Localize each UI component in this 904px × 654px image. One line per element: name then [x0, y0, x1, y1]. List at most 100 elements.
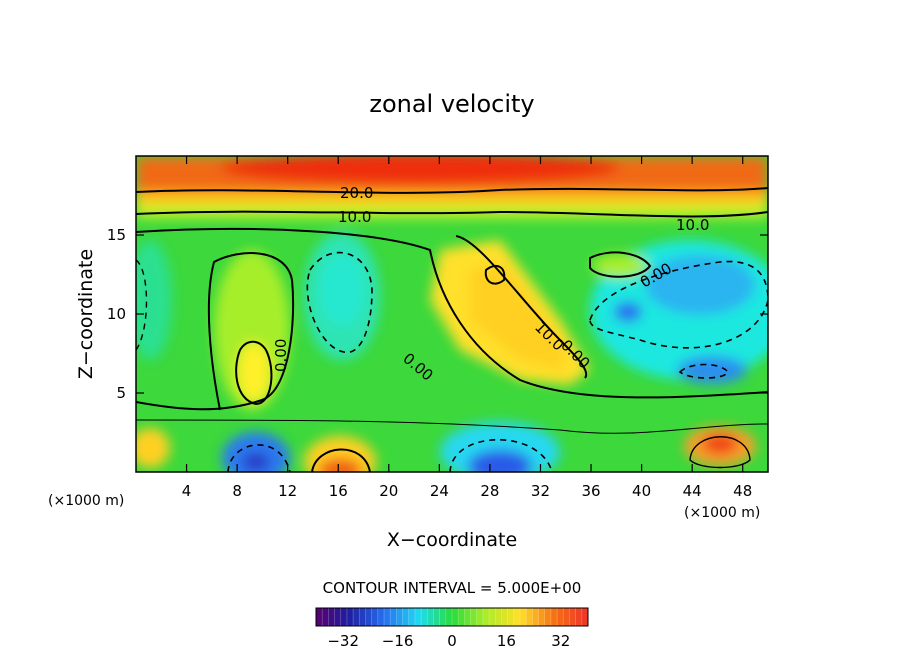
bottom-pos-core: [318, 458, 362, 472]
bottom-pos-cell: [304, 436, 376, 472]
right-neg-core: [645, 255, 755, 315]
colorbar-segment-1: [322, 608, 329, 626]
colorbar: −32 −16 0 16 32: [315, 607, 589, 650]
colorbar-tick-label-4: 32: [551, 632, 570, 650]
colorbar-segment-25: [470, 608, 478, 626]
contour-10-left-core: [235, 340, 273, 406]
x-unit-right: (×1000 m): [684, 505, 760, 521]
colorbar-segment-34: [526, 608, 533, 626]
colorbar-segment-2: [328, 608, 335, 626]
left-neg-cell: [136, 240, 172, 360]
colorbar-tick-label-3: 16: [497, 632, 516, 650]
colorbar-segment-40: [563, 608, 570, 626]
colorbar-segment-43: [581, 608, 589, 626]
x-tick-label-8: 36: [581, 482, 600, 500]
contour-label-10b: 10.0: [676, 216, 709, 234]
colorbar-segment-9: [371, 608, 379, 626]
colorbar-segment-35: [532, 608, 539, 626]
colorbar-segment-19: [433, 608, 440, 626]
contour-neg5-mid: [306, 251, 373, 354]
y-tick-label-0: 5: [116, 384, 126, 402]
colorbar-segment-24: [464, 608, 471, 626]
contour-neg5-bottom-a: [227, 444, 291, 472]
colorbar-segment-27: [482, 608, 490, 626]
colorbar-segment-41: [569, 608, 576, 626]
colorbar-segment-36: [538, 608, 546, 626]
colorbar-segment-13: [396, 608, 403, 626]
colorbar-segment-16: [414, 608, 422, 626]
chart-title: zonal velocity: [369, 90, 534, 118]
colorbar-segment-14: [402, 608, 410, 626]
x-tick-label-7: 32: [531, 482, 550, 500]
contour-10-diagonal: [455, 235, 588, 379]
contour-0-left: [136, 252, 295, 411]
colorbar-segment-17: [421, 608, 428, 626]
right-neg-spot: [614, 302, 642, 322]
colorbar-segment-20: [439, 608, 447, 626]
colorbar-segment-31: [507, 608, 515, 626]
jet-core: [220, 156, 620, 184]
x-tick-label-4: 20: [379, 482, 398, 500]
right-neg-lower: [677, 356, 747, 384]
colorbar-segment-5: [346, 608, 354, 626]
colorbar-segment-10: [377, 608, 385, 626]
contour-0-right-patch: [589, 251, 652, 278]
colorbar-segment-11: [384, 608, 391, 626]
colorbar-segment-29: [495, 608, 502, 626]
contour-0-main: [136, 227, 768, 399]
bottom-neg-cell-b: [440, 422, 560, 472]
y-tick-label-1: 10: [107, 305, 126, 323]
contour-neg10-right: [678, 363, 729, 379]
contour-interval-note: CONTOUR INTERVAL = 5.000E+00: [323, 579, 582, 597]
bottom-left-pos-cell: [136, 428, 170, 468]
bottom-right-pos-core: [702, 434, 738, 454]
left-pos-core: [238, 342, 270, 402]
x-axis-label: X−coordinate: [387, 529, 517, 551]
x-tick-label-11: 48: [733, 482, 752, 500]
bottom-neg-core-b: [468, 450, 532, 472]
colorbar-tick-label-2: 0: [447, 632, 457, 650]
colorbar-segment-28: [489, 608, 496, 626]
x-axis-ticks: 4 8 12 16 20 24 28 32 36 40 44 48: [182, 156, 752, 500]
colorbar-segment-6: [353, 608, 360, 626]
x-tick-label-2: 12: [278, 482, 297, 500]
x-tick-label-9: 40: [632, 482, 651, 500]
colorbar-segment-39: [557, 608, 564, 626]
x-unit-left: (×1000 m): [48, 493, 124, 509]
colorbar-segment-8: [365, 608, 372, 626]
colorbar-segment-42: [575, 608, 583, 626]
mid-neg-core: [320, 254, 364, 326]
colorbar-segment-3: [334, 608, 342, 626]
y-axis-ticks: 5 10 15: [107, 226, 768, 402]
contour-neg5-bottom-b: [449, 438, 553, 472]
jet-flank: [136, 192, 768, 206]
contour-label-20: 20.0: [340, 184, 373, 202]
colorbar-segment-15: [408, 608, 416, 626]
velocity-field: [136, 156, 768, 472]
x-tick-label-10: 44: [683, 482, 702, 500]
x-tick-label-1: 8: [232, 482, 242, 500]
colorbar-segment-12: [390, 608, 397, 626]
colorbar-segment-22: [452, 608, 459, 626]
colorbar-segment-32: [513, 608, 521, 626]
colorbar-tick-label-1: −16: [382, 632, 414, 650]
colorbar-segment-26: [476, 608, 484, 626]
colorbar-frame: [315, 607, 589, 627]
x-tick-label-3: 16: [329, 482, 348, 500]
colorbar-segment-21: [445, 608, 453, 626]
contour-label-0a: 0.00: [272, 339, 290, 372]
y-tick-label-2: 15: [107, 226, 126, 244]
contour-10-upper: [136, 210, 768, 218]
contour-10-bottom-right: [689, 436, 751, 469]
x-tick-label-6: 28: [480, 482, 499, 500]
colorbar-segment-37: [544, 608, 552, 626]
contour-small-cell: [484, 264, 506, 285]
y-axis-label: Z−coordinate: [75, 249, 97, 379]
colorbar-segment-33: [520, 608, 527, 626]
colorbar-tick-label-0: −32: [327, 632, 359, 650]
x-tick-label-0: 4: [182, 482, 192, 500]
colorbar-segment-23: [458, 608, 465, 626]
contour-20: [136, 187, 768, 194]
colorbar-segment-7: [359, 608, 366, 626]
